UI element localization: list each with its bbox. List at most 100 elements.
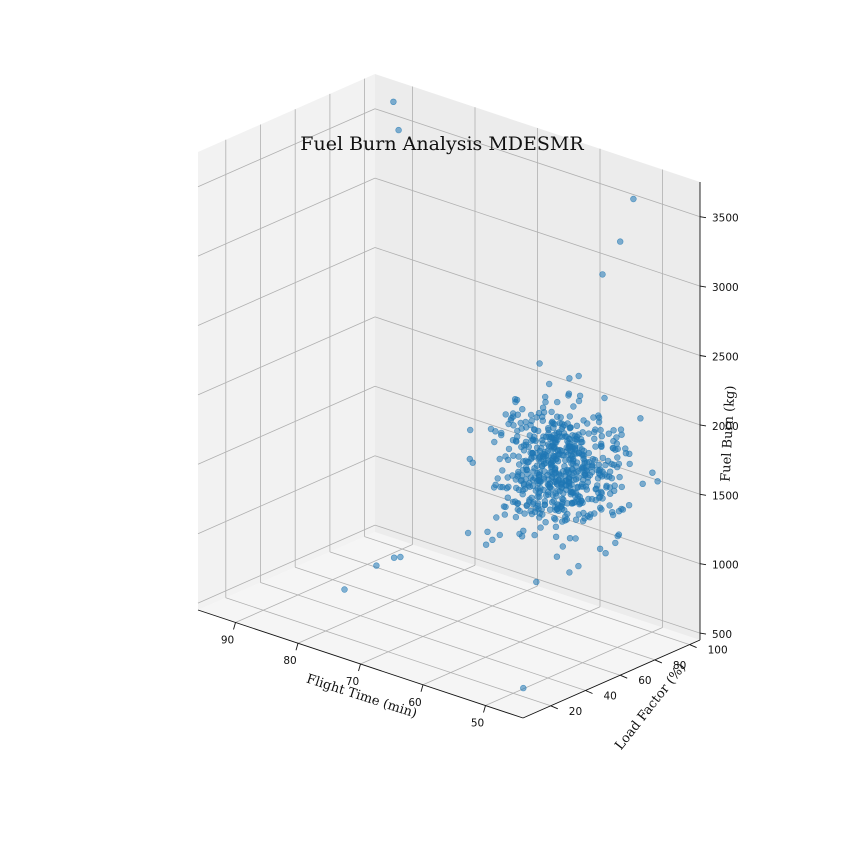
data-point (498, 429, 505, 437)
data-point (557, 472, 565, 479)
y-tick-mark (654, 659, 663, 664)
data-point (504, 474, 511, 481)
data-point (542, 518, 549, 526)
z-gridline-left (197, 385, 376, 465)
data-point (496, 455, 503, 463)
y-tick-mark (620, 674, 628, 679)
data-point (558, 452, 566, 459)
data-point (613, 434, 620, 441)
data-point (572, 489, 580, 497)
data-point (467, 426, 474, 434)
data-point (630, 195, 637, 203)
data-point (617, 426, 625, 433)
data-point (610, 427, 617, 434)
data-point (490, 484, 498, 491)
data-point (572, 516, 580, 523)
data-point (511, 396, 519, 403)
data-point (558, 484, 565, 491)
data-point (466, 455, 473, 463)
data-point (578, 497, 585, 504)
data-point (530, 468, 537, 475)
data-point (519, 406, 526, 413)
data-point (555, 448, 562, 455)
data-point (519, 491, 526, 498)
z-gridline-left (197, 247, 376, 326)
data-point (588, 495, 596, 503)
data-point (536, 493, 543, 501)
data-point (606, 468, 614, 475)
data-point (573, 422, 581, 429)
x-gridline-floor (297, 564, 476, 644)
data-point (552, 523, 560, 530)
data-point (597, 488, 605, 496)
data-point (553, 492, 560, 500)
y-tick-label: 80 (673, 660, 686, 672)
z-gridline-left (197, 177, 376, 257)
data-point (561, 463, 568, 470)
data-point (496, 531, 503, 539)
data-point (561, 421, 568, 429)
data-point (502, 453, 509, 460)
data-point (566, 534, 574, 542)
data-point (528, 437, 535, 444)
data-point (508, 414, 515, 422)
chart-title: Fuel Burn Analysis MDESMR (300, 133, 584, 155)
data-point (609, 511, 617, 519)
data-point (373, 562, 380, 569)
z-gridline-left (197, 108, 376, 188)
data-point (517, 477, 524, 485)
data-point (592, 443, 599, 450)
data-point (341, 586, 348, 593)
z-tick-label: 3000 (712, 282, 739, 294)
data-point (595, 470, 603, 477)
data-point (599, 271, 606, 278)
data-point (595, 494, 603, 501)
data-point (552, 439, 560, 446)
data-point (548, 443, 555, 450)
y-tick-label: 60 (638, 675, 651, 687)
data-point (547, 463, 555, 471)
data-point (521, 510, 528, 517)
x-tick-label: 50 (471, 718, 484, 730)
x-gridline-floor (235, 544, 413, 623)
z-tick-mark (699, 216, 707, 219)
data-point (395, 126, 402, 134)
data-point (527, 411, 535, 419)
data-point (518, 443, 525, 451)
data-point (542, 433, 550, 440)
data-point (608, 475, 615, 482)
data-point (487, 425, 495, 433)
data-point (540, 409, 548, 416)
data-point (614, 532, 621, 540)
z-tick-mark (699, 563, 707, 566)
x-tick-label: 80 (283, 655, 296, 667)
data-point (559, 543, 566, 550)
x-tick-mark (295, 643, 299, 651)
data-point (531, 531, 538, 539)
data-point (583, 420, 591, 427)
data-point (553, 398, 561, 406)
x-gridline-floor (485, 627, 663, 706)
data-point (540, 476, 547, 483)
data-point (514, 427, 521, 435)
data-point (565, 392, 572, 399)
data-point (390, 554, 398, 561)
data-point (610, 445, 617, 452)
data-point (494, 475, 501, 482)
data-point (603, 484, 610, 491)
data-point (553, 553, 561, 560)
z-tick-label: 2500 (712, 352, 739, 364)
data-point (581, 515, 588, 522)
data-point (605, 430, 612, 437)
data-point (599, 454, 607, 462)
z-gridline-back (374, 316, 701, 426)
data-point (541, 450, 548, 458)
data-point (536, 360, 543, 367)
data-point (519, 466, 526, 474)
data-point (524, 459, 531, 466)
y-gridline-floor (225, 597, 551, 707)
data-point (503, 485, 510, 492)
data-point (484, 528, 491, 535)
data-point (532, 487, 539, 494)
data-point (622, 450, 630, 457)
